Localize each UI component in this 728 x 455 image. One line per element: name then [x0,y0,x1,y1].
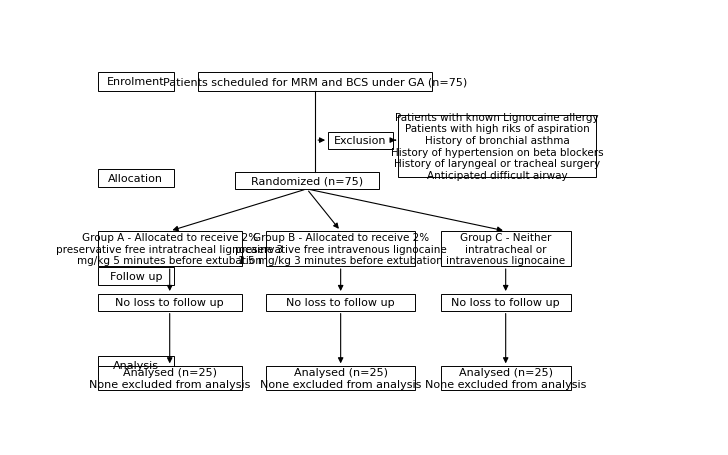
Text: No loss to follow up: No loss to follow up [116,298,224,308]
Text: Enrolment: Enrolment [107,77,165,87]
FancyBboxPatch shape [98,268,174,286]
Text: Patients scheduled for MRM and BCS under GA (n=75): Patients scheduled for MRM and BCS under… [163,77,467,87]
FancyBboxPatch shape [266,232,416,267]
FancyBboxPatch shape [98,232,242,267]
FancyBboxPatch shape [266,366,416,390]
Text: Analysed (n=25)
None excluded from analysis: Analysed (n=25) None excluded from analy… [425,368,586,389]
FancyBboxPatch shape [98,170,174,188]
FancyBboxPatch shape [98,356,174,374]
Text: Randomized (n=75): Randomized (n=75) [250,176,363,186]
Text: Analysed (n=25)
None excluded from analysis: Analysed (n=25) None excluded from analy… [260,368,422,389]
Text: Analysis: Analysis [113,360,159,370]
FancyBboxPatch shape [441,294,571,311]
Text: Group A - Allocated to receive 2%
preservative free intratracheal lignocaine 3
m: Group A - Allocated to receive 2% preser… [56,233,283,266]
Text: Group B - Allocated to receive 2%
preservative free intravenous lignocaine
1.5 m: Group B - Allocated to receive 2% preser… [235,233,446,266]
FancyBboxPatch shape [398,116,596,177]
Text: Exclusion: Exclusion [334,136,387,146]
FancyBboxPatch shape [98,366,242,390]
Text: Group C - Neither
intratracheal or
intravenous lignocaine: Group C - Neither intratracheal or intra… [446,233,565,266]
FancyBboxPatch shape [198,73,432,91]
Text: No loss to follow up: No loss to follow up [451,298,560,308]
FancyBboxPatch shape [441,232,571,267]
FancyBboxPatch shape [98,294,242,311]
Text: Analysed (n=25)
None excluded from analysis: Analysed (n=25) None excluded from analy… [89,368,250,389]
FancyBboxPatch shape [441,366,571,390]
Text: Follow up: Follow up [110,272,162,282]
FancyBboxPatch shape [235,172,379,189]
Text: No loss to follow up: No loss to follow up [286,298,395,308]
FancyBboxPatch shape [266,294,416,311]
FancyBboxPatch shape [98,73,174,91]
FancyBboxPatch shape [328,132,393,149]
Text: Allocation: Allocation [108,174,163,184]
Text: Patients with known Lignocaine allergy
Patients with high riks of aspiration
His: Patients with known Lignocaine allergy P… [391,113,604,181]
